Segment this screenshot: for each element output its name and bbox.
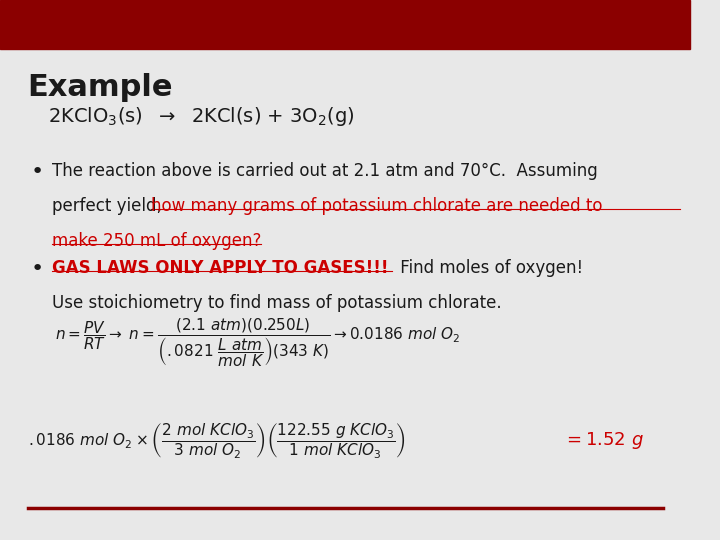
Text: Use stoichiometry to find mass of potassium chlorate.: Use stoichiometry to find mass of potass…: [52, 294, 501, 312]
Text: •: •: [31, 259, 45, 279]
Text: how many grams of potassium chlorate are needed to: how many grams of potassium chlorate are…: [150, 197, 602, 215]
Text: $= 1.52\ g$: $= 1.52\ g$: [562, 430, 644, 450]
Bar: [0, 0, 690, 49]
Text: 2KClO$_3$(s)  $\rightarrow$  2KCl(s) + 3O$_2$(g): 2KClO$_3$(s) $\rightarrow$ 2KCl(s) + 3O$…: [48, 105, 355, 129]
Text: make 250 mL of oxygen?: make 250 mL of oxygen?: [52, 232, 261, 250]
Text: perfect yield,: perfect yield,: [52, 197, 167, 215]
Text: GAS LAWS ONLY APPLY TO GASES!!!: GAS LAWS ONLY APPLY TO GASES!!!: [52, 259, 388, 277]
Text: $n = \dfrac{PV}{RT} \rightarrow\ n = \dfrac{(2.1\ \mathit{atm})(0.250L)}{\left(.: $n = \dfrac{PV}{RT} \rightarrow\ n = \df…: [55, 316, 461, 369]
Text: Example: Example: [27, 73, 173, 102]
Text: Find moles of oxygen!: Find moles of oxygen!: [395, 259, 583, 277]
Text: The reaction above is carried out at 2.1 atm and 70°C.  Assuming: The reaction above is carried out at 2.1…: [52, 162, 598, 180]
Text: •: •: [31, 162, 45, 182]
Text: $.0186\ mol\ O_2 \times \left(\dfrac{2\ mol\ KClO_3}{3\ mol\ O_2}\right)\left(\d: $.0186\ mol\ O_2 \times \left(\dfrac{2\ …: [27, 421, 405, 460]
